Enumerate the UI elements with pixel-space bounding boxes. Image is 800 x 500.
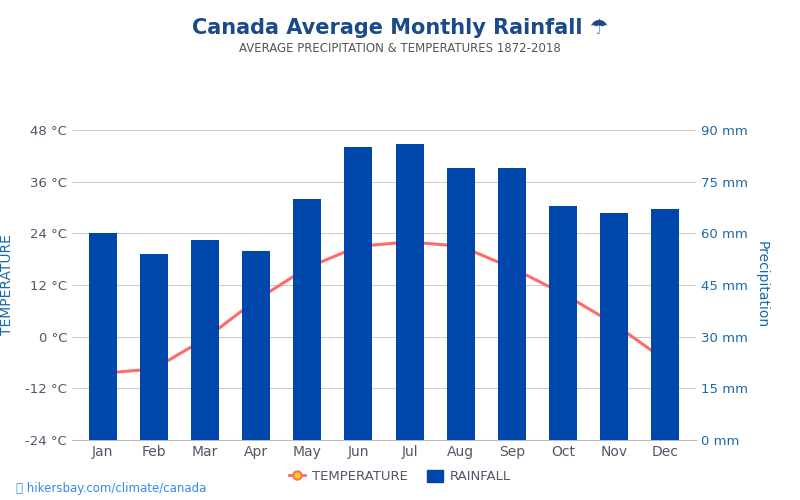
Bar	[446, 168, 474, 440]
Y-axis label: TEMPERATURE: TEMPERATURE	[0, 234, 14, 336]
Bar	[344, 147, 373, 440]
Bar	[140, 254, 168, 440]
Bar	[600, 212, 628, 440]
Bar	[294, 199, 322, 440]
Bar	[242, 250, 270, 440]
Y-axis label: Precipitation: Precipitation	[754, 242, 769, 328]
Legend: TEMPERATURE, RAINFALL: TEMPERATURE, RAINFALL	[284, 464, 516, 488]
Text: Canada Average Monthly Rainfall ☂: Canada Average Monthly Rainfall ☂	[192, 18, 608, 38]
Bar	[651, 209, 679, 440]
Bar	[89, 234, 117, 440]
Bar	[549, 206, 577, 440]
Bar	[498, 168, 526, 440]
Bar	[395, 144, 424, 440]
Bar	[191, 240, 219, 440]
Text: ⛳ hikersbay.com/climate/canada: ⛳ hikersbay.com/climate/canada	[16, 482, 206, 495]
Text: AVERAGE PRECIPITATION & TEMPERATURES 1872-2018: AVERAGE PRECIPITATION & TEMPERATURES 187…	[239, 42, 561, 56]
